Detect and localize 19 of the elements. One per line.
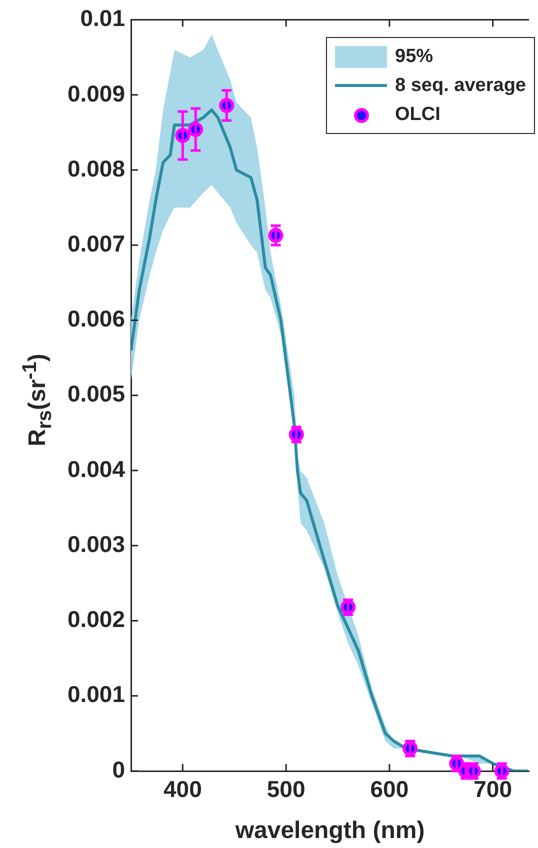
y-tick-label: 0.002 bbox=[67, 606, 125, 632]
y-tick-label: 0.003 bbox=[67, 530, 125, 557]
y-tick-label: 0.006 bbox=[67, 306, 125, 332]
x-tick-label: 400 bbox=[164, 776, 202, 802]
x-tick-label: 600 bbox=[370, 776, 409, 802]
y-tick-label: 0 bbox=[112, 756, 125, 782]
x-tick-label: 700 bbox=[474, 776, 512, 802]
y-tick-label: 0.001 bbox=[67, 681, 126, 708]
y-tick-label: 0.004 bbox=[67, 456, 126, 482]
y-tick-label: 0.009 bbox=[67, 80, 125, 106]
y-tick-label: 0.005 bbox=[67, 380, 126, 407]
annotation: 95% bbox=[395, 46, 434, 68]
y-tick-label: 0.007 bbox=[67, 230, 125, 257]
legend-label: OLCI bbox=[395, 104, 440, 126]
y-tick-label: 0.01 bbox=[80, 5, 126, 32]
y-tick-label: 0.008 bbox=[67, 155, 126, 182]
x-tick-label: 500 bbox=[266, 776, 306, 802]
legend-label: 8 seq. average bbox=[395, 74, 526, 96]
x-axis-title: wavelength (nm) bbox=[234, 817, 425, 844]
